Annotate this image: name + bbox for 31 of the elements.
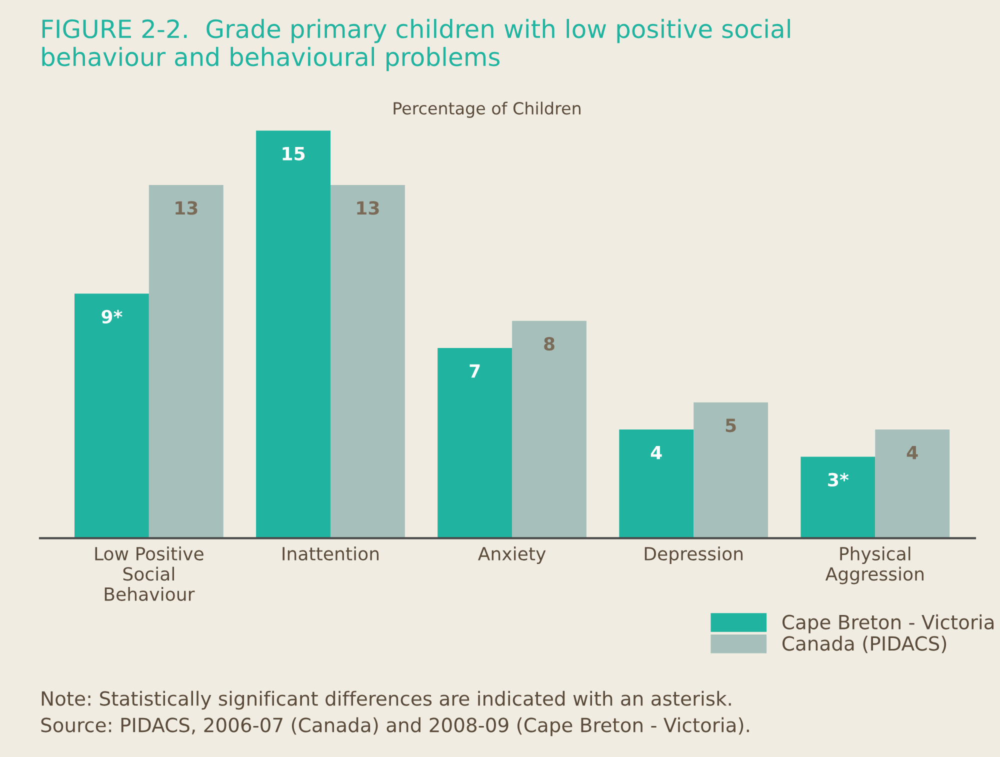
y-axis-title: Percentage of Children [394,102,580,118]
x-tick-label: Depression [644,546,743,564]
bar [512,320,586,538]
data-label: 3* [828,472,849,487]
legend-label: Cape Breton - Victoria [782,614,994,634]
bar [256,130,330,538]
bar [330,184,405,538]
data-label: 9* [102,310,122,324]
bar [148,184,224,538]
bar [694,402,768,538]
x-tick-label: Low Positive Social Behaviour [95,546,204,601]
bar [438,348,512,538]
legend-label: Canada (PIDACS) [782,636,946,654]
x-tick-label: Physical Aggression [825,546,924,584]
data-label: 7 [470,364,480,378]
x-tick-label: Inattention [282,546,379,561]
data-label: 15 [282,147,305,160]
source-note: Source: PIDACS, 2006-07 (Canada) and 2008-09 (Cape Breton - Victoria). [41,717,749,736]
data-label: 13 [357,201,379,215]
bar [74,294,149,538]
chart-title: FIGURE 2-2. Grade primary children with low positive social behaviour and behavioural problems [42,18,790,72]
data-label: 4 [650,446,662,460]
x-tick-label: Anxiety [478,546,546,564]
bar [800,456,876,538]
data-label: 4 [906,446,918,460]
text: Note: Statistically significant differences are indicated with an asterisk. [42,690,731,710]
data-label: 5 [726,418,736,432]
bar [875,430,950,538]
data-label: 8 [544,337,554,351]
data-label: 13 [176,201,198,215]
bar [619,430,694,538]
